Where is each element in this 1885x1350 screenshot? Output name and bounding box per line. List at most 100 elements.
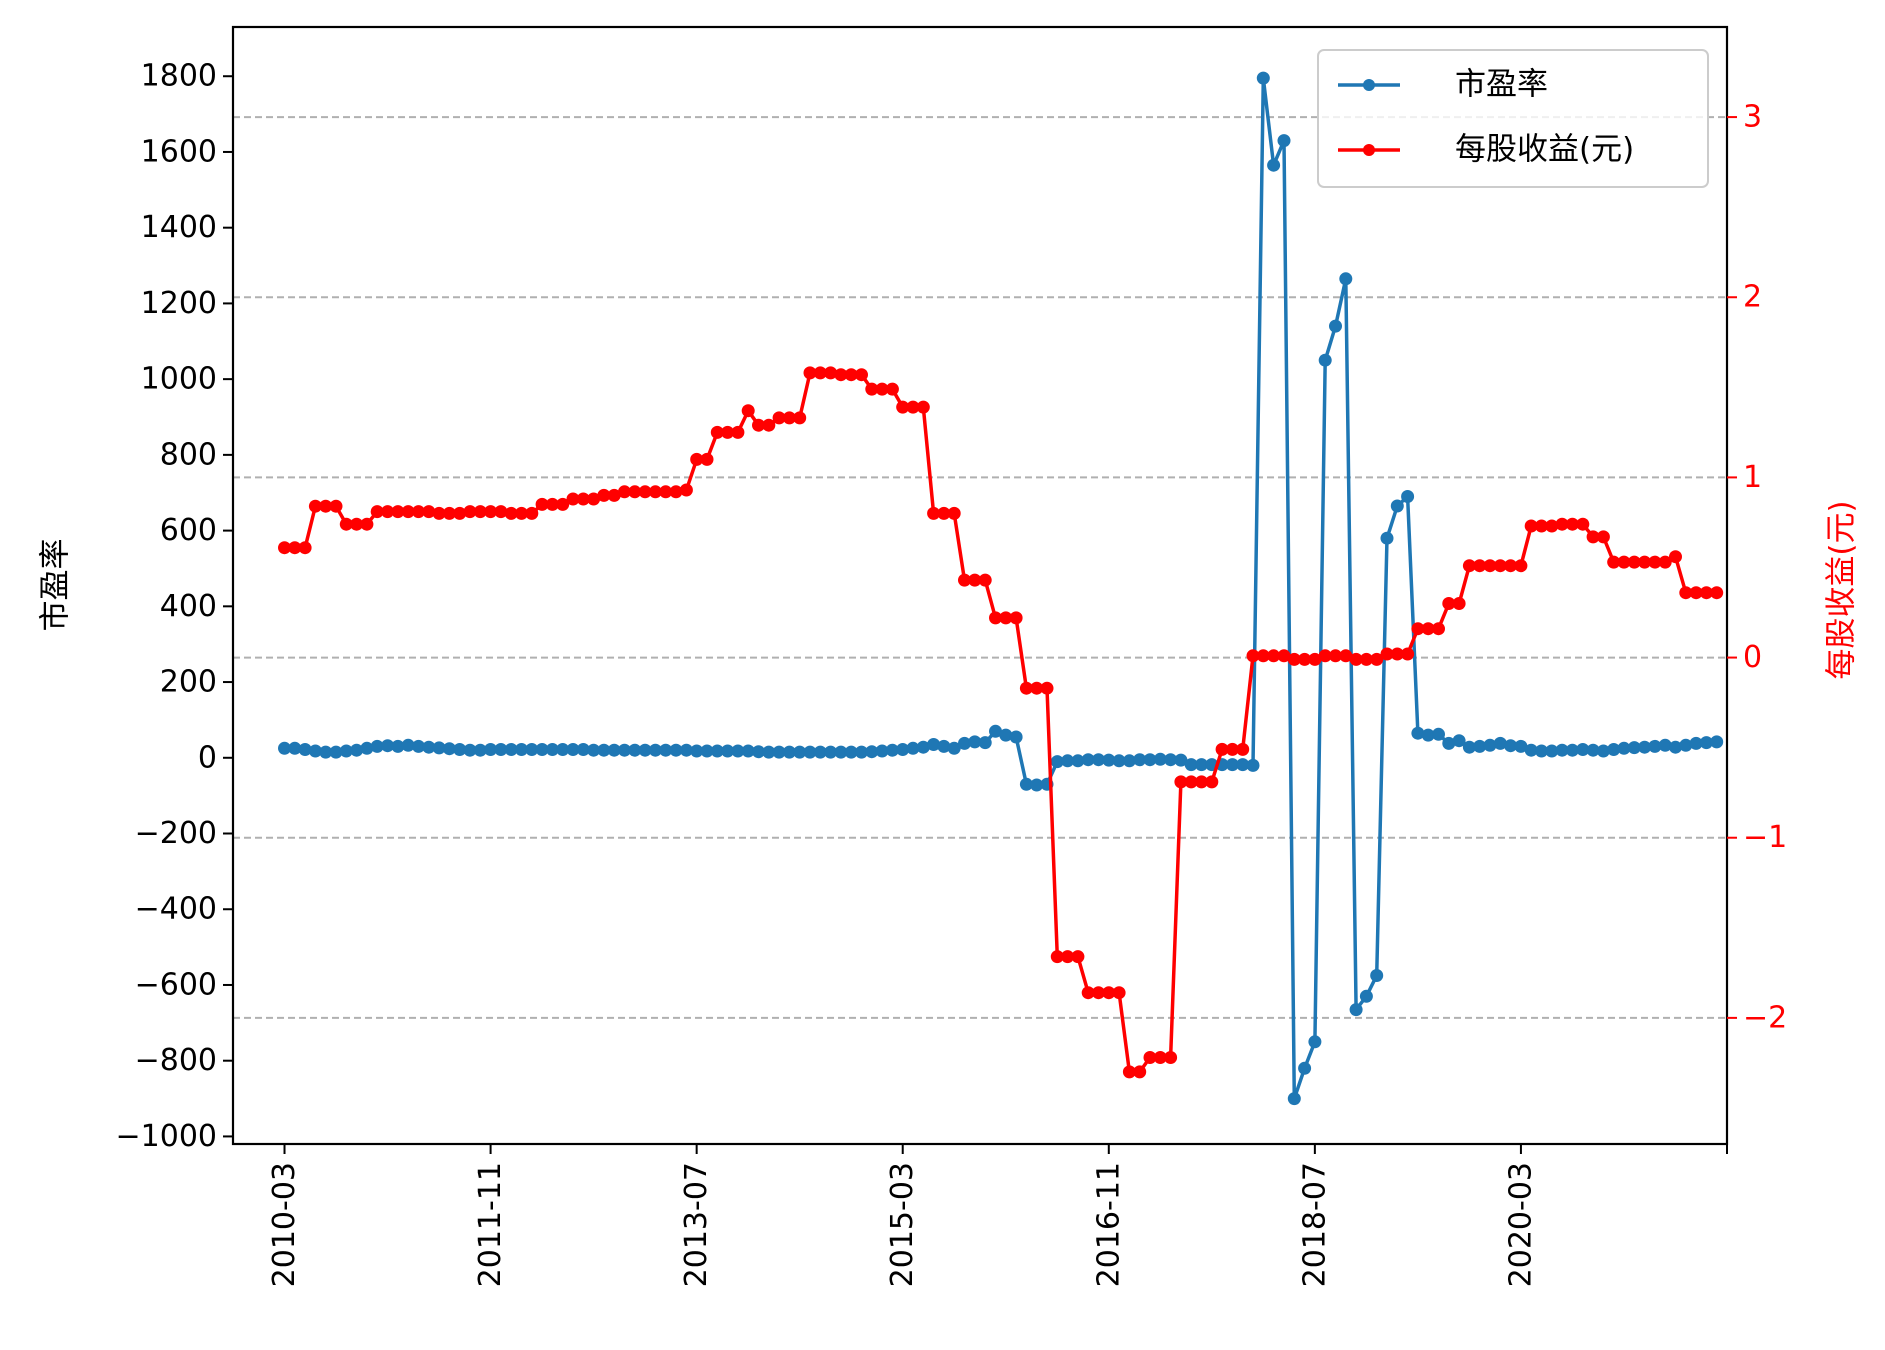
data-point [824, 366, 838, 380]
data-point [1009, 611, 1023, 625]
data-point [1483, 738, 1497, 752]
data-point [370, 739, 384, 753]
data-point [535, 497, 549, 511]
data-point [1339, 272, 1353, 286]
data-point [803, 745, 817, 759]
data-point [1308, 1035, 1322, 1049]
y-left-tick-label: 400 [160, 589, 217, 624]
data-point [1555, 743, 1569, 757]
data-point [1081, 753, 1095, 767]
data-point [690, 452, 704, 466]
data-point [1009, 730, 1023, 744]
data-point [1030, 778, 1044, 792]
data-point [958, 573, 971, 587]
data-point [288, 741, 302, 755]
data-point [1524, 519, 1538, 533]
data-point [535, 743, 549, 756]
data-point [875, 744, 889, 758]
data-point [1607, 555, 1621, 569]
data-point [772, 411, 786, 425]
data-point [710, 744, 724, 758]
data-point [1225, 742, 1239, 756]
data-point [752, 418, 765, 432]
data-point [515, 506, 528, 520]
data-point [1545, 519, 1559, 533]
data-point [1576, 743, 1590, 756]
x-tick-label: 2020-03 [1503, 1162, 1538, 1287]
y-left-tick-label: −800 [135, 1043, 217, 1078]
data-point [937, 506, 951, 520]
data-point [319, 499, 333, 513]
data-point [1493, 736, 1507, 750]
data-point [463, 743, 477, 757]
x-tick-label: 2015-03 [885, 1162, 920, 1287]
legend-label-pe: 市盈率 [1455, 67, 1548, 103]
data-point [360, 741, 374, 755]
data-point [1617, 741, 1631, 755]
data-point [1071, 950, 1085, 964]
data-point [1699, 736, 1713, 750]
y-left-tick-label: −200 [135, 816, 217, 851]
data-point [1256, 71, 1270, 85]
data-point [741, 744, 755, 758]
data-point [1555, 517, 1569, 531]
data-point [659, 743, 673, 757]
data-point [1133, 753, 1147, 767]
data-point [1689, 586, 1703, 600]
data-point [1442, 597, 1456, 610]
data-point [422, 740, 436, 754]
data-point [1421, 622, 1435, 636]
series-eps [278, 366, 1724, 1079]
data-point [834, 745, 848, 759]
y-left-tick-label: 200 [160, 665, 217, 700]
y-left-tick-label: 0 [198, 740, 217, 775]
data-point [1267, 158, 1281, 172]
y-left-tick-label: 1000 [141, 362, 217, 397]
data-point [793, 745, 807, 759]
data-point [896, 743, 910, 756]
data-point [1287, 652, 1301, 666]
data-point [772, 745, 786, 759]
data-point [350, 517, 364, 531]
data-point [339, 744, 353, 758]
y-left-tick-label: 1200 [141, 286, 217, 321]
data-point [1462, 740, 1476, 754]
data-point [1421, 728, 1435, 742]
data-point [597, 488, 611, 502]
data-point [1617, 555, 1631, 569]
y-axis-right: −2 −1 0 1 2 3 [1727, 100, 1787, 1035]
data-point [1349, 1003, 1363, 1017]
data-point [1432, 622, 1445, 636]
data-point [607, 743, 621, 757]
data-point [1370, 652, 1384, 666]
data-point [648, 743, 662, 757]
data-point [1019, 681, 1033, 695]
data-point [607, 488, 621, 502]
data-point [1411, 622, 1425, 636]
data-point [885, 743, 899, 757]
data-point [916, 400, 930, 414]
data-point [442, 742, 456, 756]
data-point [1710, 586, 1724, 600]
data-point [576, 743, 590, 756]
data-point [298, 541, 312, 555]
data-point [1267, 649, 1281, 663]
data-point [1648, 555, 1662, 569]
data-point [1514, 559, 1528, 573]
data-point [679, 483, 693, 497]
data-point [525, 743, 539, 756]
data-point [659, 485, 673, 499]
data-point [1205, 775, 1219, 789]
data-point [947, 741, 961, 755]
data-point [1504, 739, 1518, 753]
data-point [422, 505, 436, 519]
data-point [1658, 738, 1672, 752]
data-point [391, 505, 405, 519]
data-point [1236, 758, 1250, 772]
data-point [999, 728, 1013, 742]
data-point [329, 499, 343, 513]
data-point [1122, 754, 1136, 768]
data-point [1401, 647, 1415, 661]
data-point [1215, 742, 1229, 756]
